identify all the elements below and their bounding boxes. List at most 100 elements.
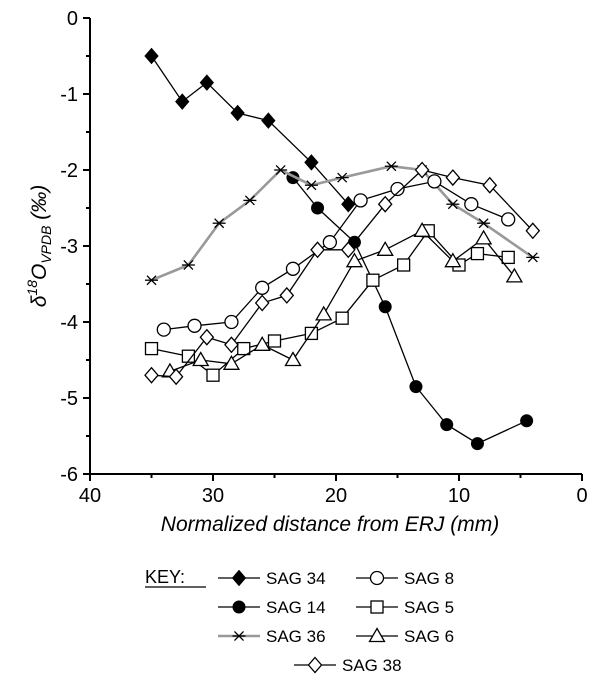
data-point-sag-6 — [413, 221, 431, 237]
data-point-sag-34 — [175, 93, 190, 110]
data-point-sag-36 — [243, 195, 257, 206]
data-point-sag-8 — [390, 181, 405, 197]
data-point-sag-6 — [192, 351, 210, 367]
data-point-sag-8 — [285, 261, 301, 276]
axes — [83, 17, 583, 481]
data-point-sag-38 — [414, 161, 430, 179]
data-point-sag-36 — [335, 172, 349, 183]
data-point-sag-34 — [304, 154, 319, 171]
series-sag-34 — [144, 47, 356, 213]
data-point-sag-6 — [284, 351, 302, 367]
data-point-sag-38 — [340, 241, 356, 259]
series-sag-6 — [161, 221, 523, 378]
data-point-sag-38 — [279, 286, 295, 304]
legend-label: SAG 14 — [266, 598, 326, 617]
data-point-sag-5 — [237, 341, 251, 356]
legend-item-sag-8: SAG 8 — [356, 569, 454, 588]
legend-marker — [307, 656, 323, 674]
data-point-sag-38 — [310, 241, 325, 259]
data-point-sag-5 — [470, 246, 485, 261]
data-point-sag-36 — [274, 164, 288, 176]
series-sag-5 — [144, 224, 515, 382]
x-tick-label: 20 — [325, 485, 347, 507]
data-point-sag-14 — [378, 300, 392, 314]
y-tick-label: -1 — [60, 84, 78, 106]
series-sag-8 — [156, 174, 516, 337]
legend-marker — [368, 627, 386, 643]
data-point-sag-38 — [377, 195, 393, 213]
data-point-sag-5 — [366, 273, 380, 287]
data-point-sag-6 — [345, 252, 364, 268]
data-point-sag-8 — [187, 318, 202, 333]
legend-item-sag-14: SAG 14 — [218, 598, 326, 617]
series-line-sag-14 — [292, 177, 527, 445]
legend-marker — [369, 570, 385, 586]
data-point-sag-8 — [322, 235, 338, 250]
data-point-sag-36 — [384, 161, 398, 172]
data-point-sag-5 — [181, 349, 196, 363]
data-point-sag-8 — [464, 197, 479, 212]
data-point-sag-14 — [409, 380, 423, 394]
data-point-sag-38 — [482, 176, 498, 194]
legend-item-sag-36: SAG 36 — [218, 627, 326, 646]
data-point-sag-5 — [335, 311, 349, 325]
data-point-sag-38 — [525, 222, 541, 240]
data-point-sag-5 — [396, 258, 411, 272]
data-point-sag-6 — [222, 354, 241, 370]
y-tick-label: 0 — [67, 8, 78, 30]
data-point-sag-34 — [199, 74, 215, 91]
legend-label: SAG 34 — [266, 569, 326, 588]
data-point-sag-34 — [341, 195, 356, 213]
series-line-sag-34 — [150, 55, 349, 205]
data-point-sag-14 — [311, 201, 325, 215]
data-point-sag-8 — [156, 322, 171, 337]
data-point-sag-8 — [501, 212, 516, 227]
data-point-sag-5 — [267, 334, 282, 348]
x-axis-title: Normalized distance from ERJ (mm) — [161, 513, 499, 536]
data-point-sag-38 — [168, 368, 184, 386]
labels: 0 -1 -2 -3 -4 -5 -640 30 20 10 0 Normalized distanc… — [24, 8, 588, 536]
legend-item-sag-5: SAG 5 — [356, 598, 454, 617]
data-point-sag-8 — [224, 314, 239, 330]
data-point-sag-6 — [505, 267, 523, 283]
data-point-sag-36 — [304, 180, 318, 191]
y-tick-label: -3 — [60, 236, 78, 258]
legend-marker — [232, 630, 246, 642]
legend-label: SAG 8 — [404, 569, 454, 588]
legend-item-sag-6: SAG 6 — [356, 627, 454, 646]
data-point-sag-36 — [446, 199, 460, 210]
series-layer — [144, 47, 541, 451]
data-point-sag-6 — [376, 240, 394, 256]
x-tick-label: 0 — [576, 485, 587, 507]
data-point-sag-38 — [224, 336, 239, 354]
legend-item-sag-34: SAG 34 — [218, 569, 326, 588]
data-point-sag-6 — [315, 305, 333, 321]
y-tick-label: -5 — [60, 388, 78, 410]
y-tick-label: -4 — [60, 312, 78, 334]
data-point-sag-38 — [144, 366, 159, 384]
data-point-sag-36 — [477, 218, 491, 229]
data-point-sag-8 — [255, 280, 270, 295]
legend-title: KEY: — [145, 567, 185, 587]
legend-label: SAG 36 — [266, 627, 326, 646]
data-point-sag-36 — [181, 259, 195, 271]
x-tick-label: 30 — [202, 485, 224, 507]
x-tick-label: 10 — [448, 485, 470, 507]
data-point-sag-6 — [474, 229, 493, 245]
legend-label: SAG 38 — [342, 656, 402, 675]
legend: KEY: SAG 34 SAG 8 SAG 14 SAG 5 SAG 36 SAG 6 SAG… — [145, 567, 454, 675]
data-point-sag-14 — [520, 414, 534, 428]
data-point-sag-34 — [144, 47, 159, 65]
series-line-sag-6 — [169, 230, 515, 373]
data-point-sag-36 — [145, 275, 158, 286]
data-point-sag-5 — [206, 368, 220, 382]
series-sag-36 — [145, 161, 540, 286]
data-point-sag-14 — [440, 418, 454, 432]
data-point-sag-5 — [501, 250, 515, 265]
data-point-sag-38 — [199, 328, 215, 346]
legend-marker — [232, 600, 246, 614]
data-point-sag-6 — [253, 335, 271, 351]
legend-marker — [370, 600, 384, 614]
series-sag-14 — [286, 171, 534, 451]
data-point-sag-8 — [427, 174, 442, 189]
